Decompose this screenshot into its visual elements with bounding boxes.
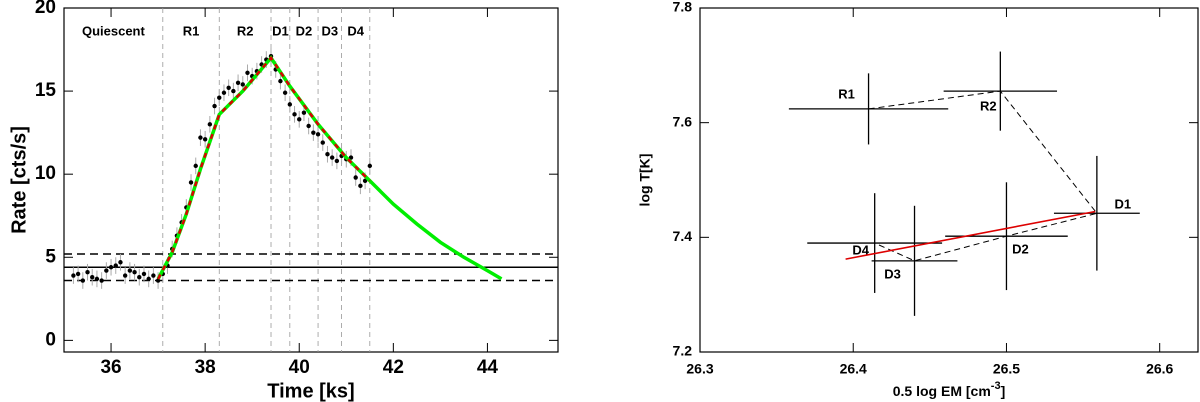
x-tick-label: 26.5 (993, 361, 1020, 377)
data-point (348, 155, 354, 160)
point-label: R2 (980, 99, 997, 114)
plot-frame (699, 7, 1199, 353)
data-point (188, 180, 194, 185)
data-point (226, 85, 231, 90)
data-point (217, 95, 222, 100)
y-tick-label: 7.4 (673, 228, 693, 244)
y-tick-label: 20 (35, 0, 56, 18)
data-point (325, 152, 330, 157)
x-axis-label: 0.5 log EM [cm-3] (893, 380, 1005, 399)
data-point (151, 273, 156, 278)
data-point (240, 82, 245, 87)
data-point (122, 273, 128, 278)
data-point (353, 175, 358, 180)
data-point (329, 155, 335, 160)
x-tick-label: 38 (195, 357, 216, 378)
plot-frame (63, 7, 559, 353)
data-point (104, 268, 109, 273)
data-point (80, 278, 86, 283)
data-point (198, 135, 203, 140)
connector (868, 90, 1098, 262)
x-tick-label: 26.6 (1146, 361, 1173, 377)
data-point (367, 163, 373, 169)
region-label: R1 (183, 23, 200, 38)
point-label: D4 (852, 243, 869, 258)
y-tick-label: 10 (35, 163, 56, 184)
x-tick-label: 44 (477, 357, 499, 378)
region-label: Quiescent (82, 23, 146, 38)
data-point (297, 117, 302, 122)
data-point (75, 271, 81, 277)
fit-curve (156, 54, 503, 281)
data-point (71, 273, 76, 278)
x-tick-label: 36 (100, 357, 121, 378)
data-point (118, 260, 123, 265)
data-point (320, 140, 325, 145)
data-point (282, 90, 288, 95)
data-point (212, 103, 217, 109)
x-axis-label-tail: ] (1001, 383, 1006, 399)
data-point (99, 278, 104, 283)
region-label: D3 (322, 23, 339, 38)
data-point (287, 102, 293, 107)
data-point (146, 276, 151, 282)
data-point (301, 110, 307, 115)
x-axis-label-text: 0.5 log EM [cm (893, 383, 991, 399)
data-point (362, 178, 368, 184)
data-point (127, 268, 133, 273)
region-label: D2 (296, 23, 313, 38)
data-point (113, 263, 118, 268)
point-label: D2 (1012, 242, 1029, 257)
data-point (108, 265, 114, 270)
x-tick-label: 40 (289, 357, 310, 378)
data-point (132, 270, 137, 275)
data-point (137, 275, 142, 280)
data-point (94, 276, 100, 282)
y-tick-label: 7.2 (673, 343, 693, 359)
data-point (292, 112, 297, 117)
data-point (85, 270, 90, 275)
data-point (306, 123, 311, 129)
x-tick-label: 42 (383, 357, 404, 378)
data-point (221, 90, 227, 95)
point-label: D3 (884, 266, 901, 281)
y-tick-label: 5 (45, 246, 56, 267)
region-label: D4 (347, 23, 364, 38)
y-tick-label: 7.8 (673, 0, 693, 15)
fit-curve (156, 55, 371, 280)
y-tick-label: 7.6 (673, 113, 693, 129)
data-point (358, 183, 363, 189)
chart: 36 38 40 42 44 0 5 10 15 20 Time [ks] Rate [cts/s] Q… (8, 0, 559, 402)
point-label: R1 (838, 86, 855, 101)
x-tick-label: 26.3 (686, 361, 713, 377)
y-tick-label: 15 (35, 80, 57, 101)
region-label: D1 (272, 23, 289, 38)
data-point (193, 163, 198, 169)
y-tick-label: 0 (45, 329, 56, 350)
data-point (311, 130, 316, 135)
data-point (231, 88, 236, 94)
data-point (245, 70, 250, 76)
x-tick-label: 26.4 (840, 361, 867, 377)
data-point (278, 78, 283, 84)
fit-line (845, 210, 1096, 260)
region-label: R2 (237, 23, 254, 38)
data-point (207, 122, 213, 127)
data-point (141, 271, 147, 277)
y-axis-label: log T[K] (637, 154, 653, 207)
data-point (202, 137, 208, 142)
chart: 26.3 26.4 26.5 26.6 7.2 7.4 7.6 7.8 0.5 log EM [… (637, 0, 1199, 399)
y-axis-label: Rate [cts/s] (8, 126, 30, 234)
x-axis-label-sup: -3 (991, 380, 1001, 392)
x-axis-label: Time [ks] (267, 380, 354, 402)
data-point (235, 80, 241, 85)
data-point (315, 132, 321, 137)
data-point (334, 158, 340, 164)
data-point (90, 275, 95, 280)
point-label: D1 (1115, 197, 1132, 212)
